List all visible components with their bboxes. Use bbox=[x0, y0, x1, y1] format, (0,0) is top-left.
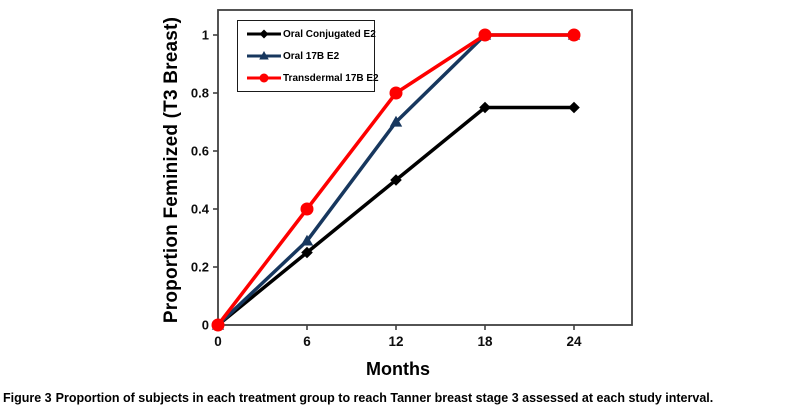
x-tick-label: 0 bbox=[214, 334, 222, 349]
y-axis-title: Proportion Feminized (T3 Breast) bbox=[161, 16, 182, 324]
data-point-transdermal-17b-e2-m6 bbox=[300, 202, 314, 216]
chart-plot-area: 0 0.2 0.4 0.6 0.8 1 0 6 12 18 24 bbox=[191, 9, 633, 349]
x-axis-title: Months bbox=[366, 359, 430, 379]
x-tick-label: 6 bbox=[303, 334, 311, 349]
data-point-transdermal-17b-e2-m24 bbox=[567, 28, 581, 42]
x-tick-label: 18 bbox=[477, 334, 493, 349]
data-point-oral-conjugated-e2-m6 bbox=[301, 246, 313, 259]
figure-caption-text: Proportion of subjects in each treatment… bbox=[55, 391, 714, 405]
y-tick-label: 0.8 bbox=[191, 86, 209, 101]
data-point-transdermal-17b-e2-m12 bbox=[389, 86, 403, 100]
legend-marker-circle-icon bbox=[247, 73, 281, 83]
legend-item-transdermal-17b-e2: Transdermal 17B E2 bbox=[246, 70, 379, 86]
legend-item-label: Oral Conjugated E2 bbox=[283, 28, 376, 40]
legend-marker-triangle-icon bbox=[247, 51, 281, 60]
data-point-oral-17b-e2-m6 bbox=[300, 234, 314, 246]
figure-caption: Figure 3 Proportion of subjects in each t… bbox=[3, 391, 793, 405]
data-point-oral-conjugated-e2-m24 bbox=[568, 101, 580, 114]
y-tick-label: 0 bbox=[202, 318, 209, 333]
legend-item-oral-conjugated-e2: Oral Conjugated E2 bbox=[246, 26, 376, 42]
legend-item-label: Oral 17B E2 bbox=[283, 50, 340, 62]
figure-caption-label: Figure 3 bbox=[3, 391, 52, 405]
legend-item-oral-17b-e2: Oral 17B E2 bbox=[246, 48, 368, 64]
x-tick-label: 12 bbox=[388, 334, 403, 349]
legend-item-label: Transdermal 17B E2 bbox=[283, 72, 379, 84]
data-point-oral-conjugated-e2-m18 bbox=[479, 101, 491, 114]
y-tick-label: 1 bbox=[202, 28, 209, 43]
data-point-transdermal-17b-e2-m18 bbox=[478, 28, 492, 42]
y-tick-label: 0.6 bbox=[191, 144, 209, 159]
legend: Oral Conjugated E2 Oral 17B E2 Transdermal… bbox=[237, 20, 379, 92]
x-tick-label: 24 bbox=[566, 334, 582, 349]
series-line-oral-conjugated-e2 bbox=[216, 105, 576, 327]
legend-marker-diamond-icon bbox=[247, 29, 281, 39]
y-tick-label: 0.2 bbox=[191, 260, 209, 275]
plot-frame bbox=[217, 9, 633, 326]
y-tick-label: 0.4 bbox=[191, 202, 210, 217]
data-point-transdermal-17b-e2-m0 bbox=[211, 318, 225, 332]
data-point-oral-conjugated-e2-m12 bbox=[390, 174, 402, 186]
data-point-oral-17b-e2-m12 bbox=[389, 115, 403, 127]
